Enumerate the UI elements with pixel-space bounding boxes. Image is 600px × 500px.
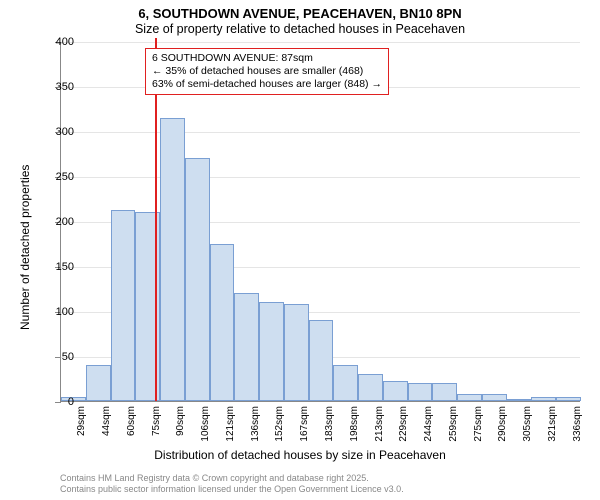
x-tick-label: 60sqm xyxy=(126,406,137,436)
x-tick-label: 336sqm xyxy=(572,406,583,442)
histogram-bar xyxy=(432,383,457,401)
grid-line xyxy=(61,132,580,133)
y-tick-label: 250 xyxy=(56,171,74,183)
x-tick-label: 121sqm xyxy=(225,406,236,442)
x-tick-label: 198sqm xyxy=(349,406,360,442)
y-tick-label: 0 xyxy=(68,396,74,408)
y-axis-title: Number of detached properties xyxy=(18,165,32,330)
x-tick-label: 167sqm xyxy=(299,406,310,442)
x-tick-label: 229sqm xyxy=(398,406,409,442)
x-axis-title: Distribution of detached houses by size … xyxy=(0,448,600,462)
annotation-line1: 6 SOUTHDOWN AVENUE: 87sqm xyxy=(152,52,382,65)
y-tick-label: 400 xyxy=(56,36,74,48)
y-tick xyxy=(55,402,61,403)
histogram-bar xyxy=(284,304,309,401)
histogram-bar xyxy=(309,320,334,401)
x-tick-label: 44sqm xyxy=(101,406,112,436)
y-tick-label: 200 xyxy=(56,216,74,228)
y-tick xyxy=(55,357,61,358)
histogram-bar xyxy=(259,302,284,401)
histogram-bar xyxy=(358,374,383,401)
histogram-bar xyxy=(408,383,433,401)
chart-title-sub: Size of property relative to detached ho… xyxy=(0,22,600,36)
x-tick-label: 290sqm xyxy=(497,406,508,442)
histogram-bar xyxy=(111,210,136,401)
histogram-bar xyxy=(556,397,581,402)
y-tick-label: 150 xyxy=(56,261,74,273)
y-tick-label: 350 xyxy=(56,81,74,93)
x-tick-label: 152sqm xyxy=(274,406,285,442)
chart-title-main: 6, SOUTHDOWN AVENUE, PEACEHAVEN, BN10 8P… xyxy=(0,6,600,21)
histogram-bar xyxy=(383,381,408,401)
grid-line xyxy=(61,177,580,178)
x-tick-label: 259sqm xyxy=(448,406,459,442)
histogram-bar xyxy=(333,365,358,401)
property-size-chart: 6, SOUTHDOWN AVENUE, PEACEHAVEN, BN10 8P… xyxy=(0,0,600,500)
histogram-bar xyxy=(531,397,556,402)
y-tick-label: 300 xyxy=(56,126,74,138)
histogram-bar xyxy=(507,399,532,401)
x-tick-label: 90sqm xyxy=(175,406,186,436)
attribution-text: Contains HM Land Registry data © Crown c… xyxy=(60,473,404,496)
x-tick-label: 106sqm xyxy=(200,406,211,442)
annotation-line3: 63% of semi-detached houses are larger (… xyxy=(152,78,382,91)
histogram-bar xyxy=(185,158,210,401)
annotation-box: 6 SOUTHDOWN AVENUE: 87sqm ← 35% of detac… xyxy=(145,48,389,95)
histogram-bar xyxy=(234,293,259,401)
x-tick-label: 275sqm xyxy=(473,406,484,442)
x-tick-label: 75sqm xyxy=(151,406,162,436)
histogram-bar xyxy=(160,118,185,402)
y-tick-label: 50 xyxy=(62,351,74,363)
plot-area: 6 SOUTHDOWN AVENUE: 87sqm ← 35% of detac… xyxy=(60,42,580,402)
x-tick-label: 321sqm xyxy=(547,406,558,442)
x-tick-label: 244sqm xyxy=(423,406,434,442)
grid-line xyxy=(61,42,580,43)
histogram-bar xyxy=(210,244,235,402)
y-tick-label: 100 xyxy=(56,306,74,318)
attribution-line2: Contains public sector information licen… xyxy=(60,484,404,496)
x-tick-label: 213sqm xyxy=(374,406,385,442)
histogram-bar xyxy=(482,394,507,401)
histogram-bar xyxy=(457,394,482,401)
x-tick-label: 305sqm xyxy=(522,406,533,442)
x-tick-label: 183sqm xyxy=(324,406,335,442)
attribution-line1: Contains HM Land Registry data © Crown c… xyxy=(60,473,404,485)
annotation-line2: ← 35% of detached houses are smaller (46… xyxy=(152,65,382,78)
x-tick-label: 136sqm xyxy=(250,406,261,442)
histogram-bar xyxy=(86,365,111,401)
x-tick-label: 29sqm xyxy=(76,406,87,436)
